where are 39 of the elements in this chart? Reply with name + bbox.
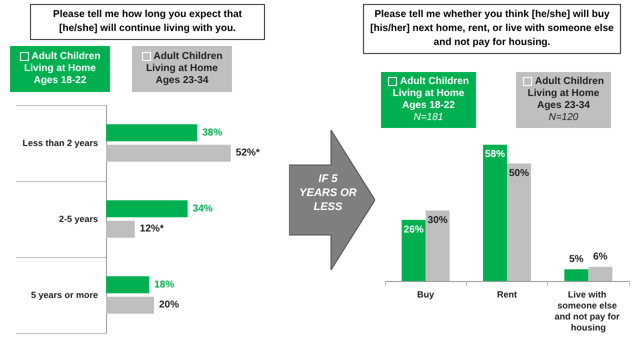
data-label: 50% — [508, 168, 530, 179]
x-tick-label: Live with someone else and not pay for housing — [554, 290, 622, 332]
y-tick-label: 2-5 years — [58, 214, 98, 224]
bar — [588, 266, 612, 281]
chart-title: Please tell me how long you expect that [he/she] will continue living with you. — [30, 4, 265, 40]
data-label: 52%* — [236, 148, 260, 159]
text: N=120 — [548, 112, 580, 124]
bar — [426, 210, 450, 281]
bar — [106, 296, 154, 314]
text: IF 5 YEARS OR LESS — [299, 172, 357, 214]
x-tick-label: Buy — [417, 290, 434, 300]
data-label: 6% — [593, 251, 608, 262]
bar — [106, 276, 150, 294]
bar — [106, 144, 231, 162]
data-label: 18% — [154, 279, 174, 290]
y-tick-label: 5 years or more — [30, 290, 98, 300]
legend-label: Adult Children Living at Home Ages 18-22 — [392, 76, 470, 112]
data-label: 34% — [192, 203, 213, 214]
legend-label: Adult Children Living at Home Ages 23-34 — [526, 76, 605, 112]
bar — [106, 200, 188, 218]
data-label: 20% — [159, 300, 180, 311]
x-tick-label: Rent — [497, 290, 517, 300]
data-label: 12%* — [140, 224, 164, 235]
text: N=181 — [412, 112, 444, 124]
bar — [564, 269, 588, 281]
data-label: 26% — [404, 224, 424, 236]
legend-label: Adult Children Living at Home Ages 18-22 — [23, 51, 102, 87]
data-label: 58% — [484, 149, 506, 160]
bar — [106, 220, 135, 238]
bar — [106, 124, 198, 142]
chart-title: Please tell me whether you think [he/she] will buy [his/her] next home, rent, or live with someone else and not pay for housing. — [363, 4, 621, 54]
y-tick-label: Less than 2 years — [22, 138, 98, 148]
bar — [402, 220, 426, 281]
data-label: 38% — [202, 127, 222, 138]
data-label: 30% — [428, 215, 448, 226]
data-label: 5% — [569, 254, 584, 265]
bar — [483, 144, 507, 281]
bar — [507, 164, 531, 281]
legend-label: Adult Children Living at Home Ages 23-34 — [145, 51, 224, 87]
